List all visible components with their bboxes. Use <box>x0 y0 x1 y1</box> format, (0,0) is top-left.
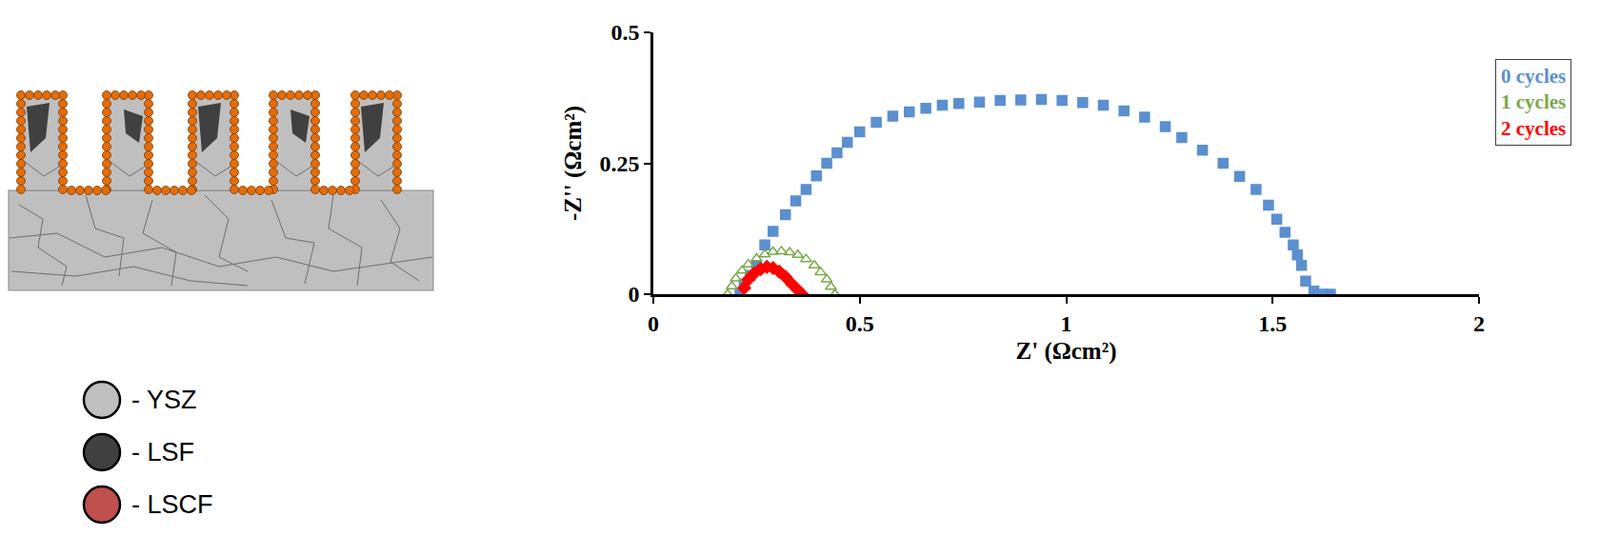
svg-text:2: 2 <box>1473 311 1485 337</box>
svg-text:0 cycles1 cycles2 cycles: 0 cycles1 cycles2 cycles <box>1500 64 1566 140</box>
svg-text:- LSF: - LSF <box>131 438 195 467</box>
svg-text:0.5: 0.5 <box>610 20 640 45</box>
svg-text:Z' (Ωcm²): Z' (Ωcm²) <box>1016 338 1118 365</box>
svg-text:-Z'' (Ωcm²): -Z'' (Ωcm²) <box>560 105 587 221</box>
svg-text:1: 1 <box>1060 311 1073 337</box>
svg-text:- YSZ: - YSZ <box>131 385 198 415</box>
svg-text:0.5: 0.5 <box>845 311 875 337</box>
svg-text:0: 0 <box>627 281 640 307</box>
svg-text:0: 0 <box>647 311 660 337</box>
svg-text:- LSCF: - LSCF <box>131 490 214 520</box>
svg-text:1.5: 1.5 <box>1258 311 1287 337</box>
svg-text:0.25: 0.25 <box>599 151 640 177</box>
